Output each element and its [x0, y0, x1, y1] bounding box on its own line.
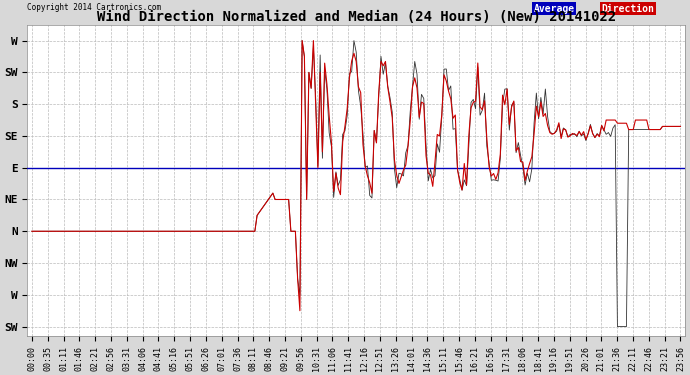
Text: Average: Average	[534, 4, 575, 14]
Title: Wind Direction Normalized and Median (24 Hours) (New) 20141022: Wind Direction Normalized and Median (24…	[97, 9, 615, 24]
Text: Copyright 2014 Cartronics.com: Copyright 2014 Cartronics.com	[28, 3, 161, 12]
Text: Direction: Direction	[602, 4, 654, 14]
